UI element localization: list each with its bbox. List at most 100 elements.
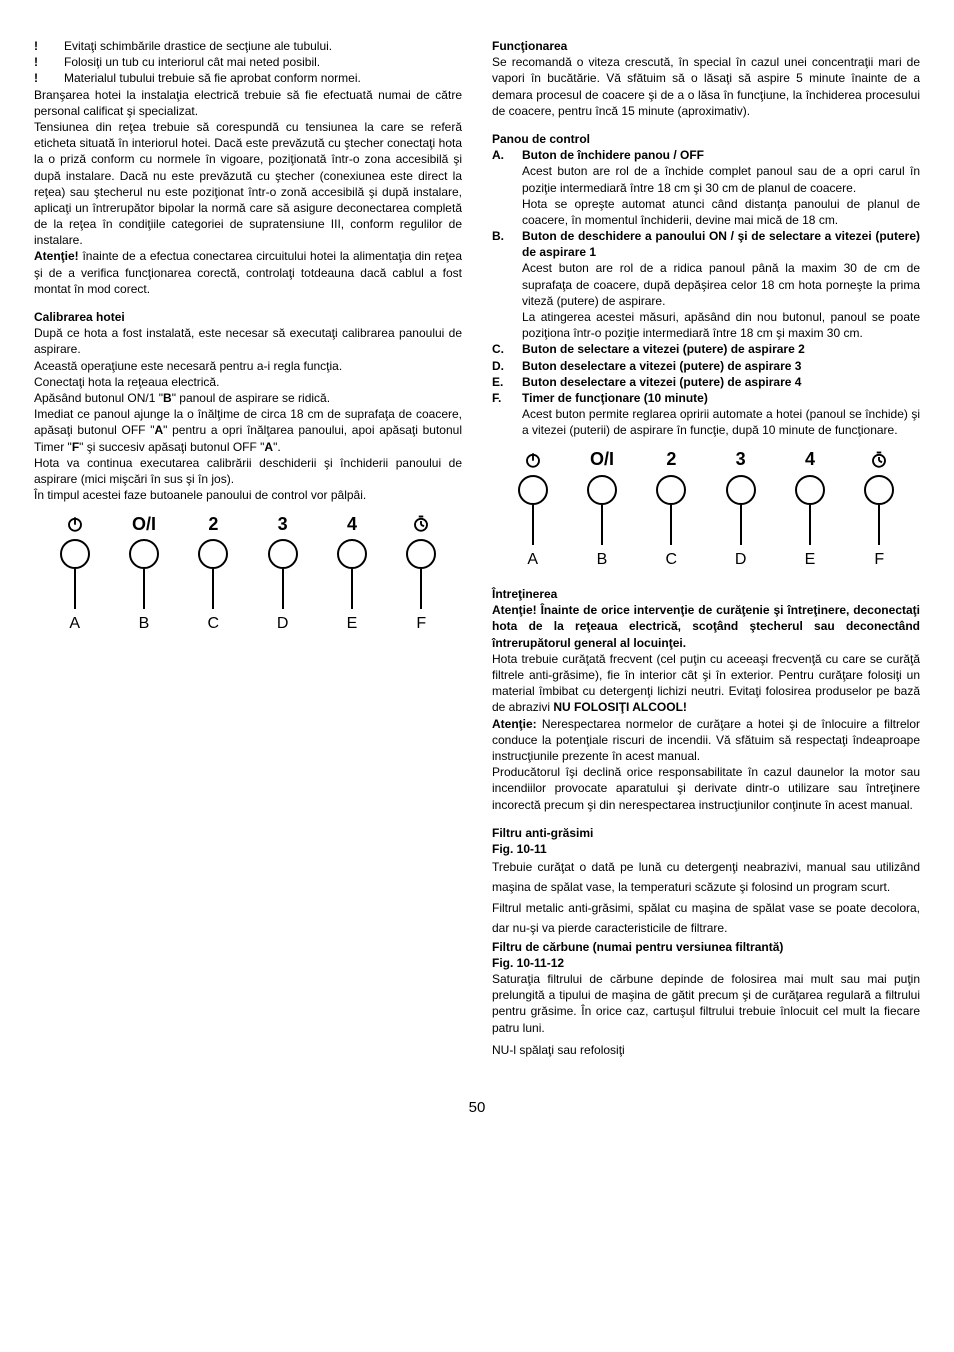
button-circle [129, 539, 159, 569]
button-label: B [597, 549, 608, 571]
diagram-button-d: 3 D [248, 513, 317, 635]
control-item-b: B. Buton de deschidere a panoului ON / ş… [492, 228, 920, 341]
paragraph: Trebuie curăţat o dată pe lună cu deterg… [492, 857, 920, 898]
button-stem [601, 505, 603, 545]
paragraph: Această operaţiune este necesară pentru … [34, 358, 462, 374]
paragraph: Branşarea hotei la instalaţia electrică … [34, 87, 462, 119]
right-column: Funcţionarea Se recomandă o viteza cresc… [492, 38, 920, 1058]
diagram-button-f: F [845, 449, 914, 571]
item-title: Buton deselectare a vitezei (putere) de … [522, 358, 920, 374]
paragraph: Imediat ce panoul ajunge la o înălţime d… [34, 406, 462, 455]
text: " şi succesiv apăsaţi butonul OFF " [79, 440, 264, 454]
heading: Panou de control [492, 131, 920, 147]
item-title: Buton de închidere panou / OFF [522, 147, 920, 163]
heading: Filtru anti-grăsimi [492, 825, 920, 841]
diagram-row: A O/I B 2 C 3 D 4 [492, 449, 920, 571]
symbol-text: 4 [805, 449, 815, 471]
paragraph: Conectaţi hota la reţeaua electrică. [34, 374, 462, 390]
paragraph: Atenţie! înainte de a efectua conectarea… [34, 248, 462, 297]
control-item-d: D. Buton deselectare a vitezei (putere) … [492, 358, 920, 374]
bullet-mark: ! [34, 70, 64, 86]
paragraph: Se recomandă o viteza crescută, în speci… [492, 54, 920, 119]
bullet-mark: ! [34, 54, 64, 70]
button-stem [143, 569, 145, 609]
control-panel-diagram: A O/I B 2 C 3 D 4 [34, 513, 462, 635]
item-body: Acest buton permite reglarea opririi aut… [522, 406, 920, 438]
button-label: A [69, 613, 80, 635]
button-label: E [347, 613, 358, 635]
diagram-button-c: 2 C [179, 513, 248, 635]
text: înainte de a efectua conectarea circuitu… [34, 249, 462, 295]
button-circle [406, 539, 436, 569]
bullet-mark: ! [34, 38, 64, 54]
heading: Funcţionarea [492, 38, 920, 54]
control-panel-diagram: A O/I B 2 C 3 D 4 [492, 449, 920, 571]
item-letter: E. [492, 374, 522, 390]
button-stem [740, 505, 742, 545]
paragraph: Hota va continua executarea calibrării d… [34, 455, 462, 487]
strong: B [163, 391, 172, 405]
page-columns: !Evitaţi schimbările drastice de secţiun… [34, 38, 920, 1058]
button-circle [268, 539, 298, 569]
diagram-button-b: O/I B [109, 513, 178, 635]
button-circle [587, 475, 617, 505]
heading: Filtru de cărbune (numai pentru versiune… [492, 939, 920, 955]
control-item-c: C. Buton de selectare a vitezei (putere)… [492, 341, 920, 357]
item-letter: B. [492, 228, 522, 341]
item-title: Buton de deschidere a panoului ON / şi d… [522, 228, 920, 260]
control-item-a: A. Buton de închidere panou / OFF Acest … [492, 147, 920, 228]
button-stem [809, 505, 811, 545]
control-item-e: E. Buton deselectare a vitezei (putere) … [492, 374, 920, 390]
button-stem [74, 569, 76, 609]
button-label: A [527, 549, 538, 571]
paragraph: Hota trebuie curăţată frecvent (cel puţi… [492, 651, 920, 716]
control-item-f: F. Timer de funcţionare (10 minute) Aces… [492, 390, 920, 439]
button-label: C [208, 613, 220, 635]
bullet-text: Materialul tubului trebuie să fie aproba… [64, 70, 361, 86]
button-circle [864, 475, 894, 505]
item-letter: C. [492, 341, 522, 357]
button-stem [670, 505, 672, 545]
button-stem [282, 569, 284, 609]
diagram-button-a: A [498, 449, 567, 571]
paragraph: Apăsând butonul ON/1 "B" panoul de aspir… [34, 390, 462, 406]
left-column: !Evitaţi schimbările drastice de secţiun… [34, 38, 462, 1058]
power-icon [66, 513, 84, 535]
text: Apăsând butonul ON/1 " [34, 391, 163, 405]
bullet-text: Evitaţi schimbările drastice de secţiune… [64, 38, 332, 54]
button-stem [212, 569, 214, 609]
page-number: 50 [34, 1098, 920, 1118]
symbol-text: 3 [278, 513, 288, 535]
warning-paragraph: Atenţie! Înainte de orice intervenţie de… [492, 602, 920, 651]
diagram-button-e: 4 E [317, 513, 386, 635]
button-stem [420, 569, 422, 609]
item-letter: D. [492, 358, 522, 374]
diagram-button-f: F [387, 513, 456, 635]
symbol-text: 2 [208, 513, 218, 535]
button-label: D [277, 613, 289, 635]
warning-bullets: !Evitaţi schimbările drastice de secţiun… [34, 38, 462, 87]
paragraph: În timpul acestei faze butoanele panoulu… [34, 487, 462, 503]
button-stem [532, 505, 534, 545]
paragraph: După ce hota a fost instalată, este nece… [34, 325, 462, 357]
strong: A [154, 423, 163, 437]
paragraph: Atenţie: Nerespectarea normelor de curăţ… [492, 716, 920, 765]
button-circle [726, 475, 756, 505]
fig-ref: Fig. 10-11 [492, 841, 920, 857]
text: ". [273, 440, 281, 454]
heading: Calibrarea hotei [34, 309, 462, 325]
paragraph: NU-l spălaţi sau refolosiţi [492, 1042, 920, 1058]
diagram-button-a: A [40, 513, 109, 635]
text: Nerespectarea normelor de curăţare a hot… [492, 717, 920, 763]
symbol-text: O/I [132, 513, 156, 535]
item-body: Acest buton are rol de a închide complet… [522, 163, 920, 228]
button-label: E [805, 549, 816, 571]
button-circle [518, 475, 548, 505]
button-label: F [874, 549, 884, 571]
symbol-text: 2 [666, 449, 676, 471]
strong: Atenţie! [34, 249, 79, 263]
symbol-text: 3 [736, 449, 746, 471]
button-stem [878, 505, 880, 545]
button-circle [795, 475, 825, 505]
item-title: Buton de selectare a vitezei (putere) de… [522, 341, 920, 357]
